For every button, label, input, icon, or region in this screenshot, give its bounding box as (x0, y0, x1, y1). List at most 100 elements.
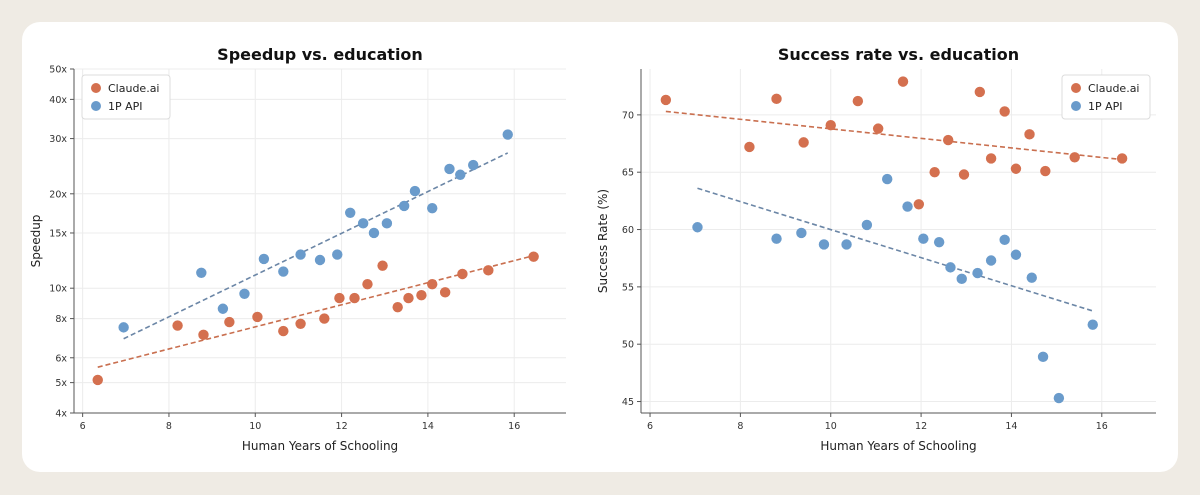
legend-label: Claude.ai (108, 82, 160, 95)
chart-title: Speedup vs. education (217, 45, 423, 64)
charts-figure: 6 8 10 12 14 16 4x 5x 6x 8x 10x 15x 20x 30x 40x 50x Spee… (29, 45, 1156, 453)
legend-label: Claude.ai (1088, 82, 1140, 95)
y-axis-label: Speedup (29, 215, 43, 268)
x-tick-label: 12 (915, 421, 927, 432)
y-tick-label: 15x (49, 228, 67, 239)
point-claude (483, 265, 494, 276)
point-claude (349, 292, 360, 304)
point-claude (172, 320, 183, 331)
legend-label: 1P API (108, 100, 143, 113)
point-api (196, 267, 207, 278)
point-api (217, 303, 229, 314)
point-api (502, 129, 513, 140)
legend-marker-api (91, 101, 101, 111)
point-claude (897, 76, 909, 87)
point-api (468, 159, 479, 171)
point-claude (771, 93, 782, 105)
y-tick-label: 45 (622, 397, 634, 408)
trend-line-api (123, 152, 509, 340)
point-api (1037, 351, 1049, 363)
y-axis-label: Success Rate (%) (596, 189, 610, 293)
point-api (427, 202, 438, 214)
point-claude (999, 106, 1010, 117)
point-claude (872, 123, 884, 134)
point-api (258, 253, 270, 265)
point-api (771, 233, 782, 244)
y-tick-label: 65 (622, 168, 634, 179)
legend-label: 1P API (1088, 100, 1123, 113)
point-claude (825, 119, 836, 131)
point-claude (744, 141, 755, 153)
point-claude (1040, 165, 1051, 177)
trend-line-api (697, 187, 1093, 312)
legend: Claude.ai 1P API (81, 74, 171, 120)
point-claude (985, 153, 997, 164)
point-claude (457, 268, 468, 280)
x-axis-label: Human Years of Schooling (242, 439, 398, 453)
point-api (455, 169, 466, 180)
point-claude (252, 311, 263, 323)
chart-1: 6 8 10 12 14 16 4x 5x 6x 8x 10x 15x 20x 30x 40x 50x Spee… (29, 45, 566, 453)
chart-title: Success rate vs. education (778, 45, 1019, 64)
y-tick-label: 4x (55, 409, 67, 420)
point-claude (377, 260, 388, 271)
x-tick-label: 16 (508, 421, 520, 432)
y-tick-label: 55 (622, 282, 634, 293)
point-api (956, 273, 967, 285)
point-claude (278, 325, 289, 337)
point-api (692, 222, 703, 233)
y-tick-label: 20x (49, 189, 67, 200)
y-tick-label: 6x (55, 353, 67, 364)
point-claude (392, 301, 403, 313)
point-api (918, 233, 929, 244)
point-api (818, 239, 830, 250)
y-tick-label: 60 (622, 225, 634, 236)
point-claude (439, 287, 451, 298)
y-tick-label: 70 (622, 110, 634, 121)
point-claude (852, 95, 864, 107)
point-claude (427, 278, 438, 290)
point-claude (798, 137, 809, 148)
point-api (945, 262, 956, 273)
point-claude (528, 251, 539, 262)
point-api (368, 227, 380, 239)
point-claude (198, 329, 209, 341)
point-claude (319, 313, 330, 324)
chart-card: 6 8 10 12 14 16 4x 5x 6x 8x 10x 15x 20x 30x 40x 50x Spee… (22, 22, 1178, 472)
point-claude (660, 94, 672, 106)
x-tick-label: 8 (737, 421, 743, 432)
y-tick-label: 30x (49, 134, 67, 145)
x-tick-label: 12 (336, 421, 348, 432)
x-tick-label: 10 (249, 421, 261, 432)
point-claude (295, 318, 306, 330)
point-api (1053, 392, 1065, 404)
point-api (999, 234, 1010, 246)
y-tick-label: 5x (55, 378, 67, 389)
point-api (118, 322, 129, 333)
point-claude (334, 292, 345, 304)
point-claude (224, 316, 235, 328)
point-claude (1024, 129, 1035, 140)
point-claude (942, 134, 954, 146)
point-claude (1010, 163, 1022, 174)
point-claude (958, 169, 970, 180)
point-api (314, 254, 326, 266)
point-api (381, 218, 393, 229)
point-api (972, 267, 983, 279)
point-api (796, 227, 807, 239)
x-tick-label: 8 (166, 421, 172, 432)
y-tick-label: 10x (49, 284, 67, 295)
point-api (444, 163, 455, 175)
x-tick-label: 16 (1096, 421, 1108, 432)
x-tick-label: 6 (80, 421, 86, 432)
point-claude (403, 292, 414, 304)
trend-line-claude (97, 254, 534, 368)
point-api (239, 288, 250, 299)
point-api (278, 266, 289, 277)
legend: Claude.ai 1P API (1061, 74, 1151, 120)
point-claude (974, 86, 986, 98)
point-claude (929, 167, 940, 178)
y-tick-label: 8x (55, 314, 67, 325)
x-tick-label: 14 (1005, 421, 1017, 432)
point-claude (913, 199, 925, 210)
